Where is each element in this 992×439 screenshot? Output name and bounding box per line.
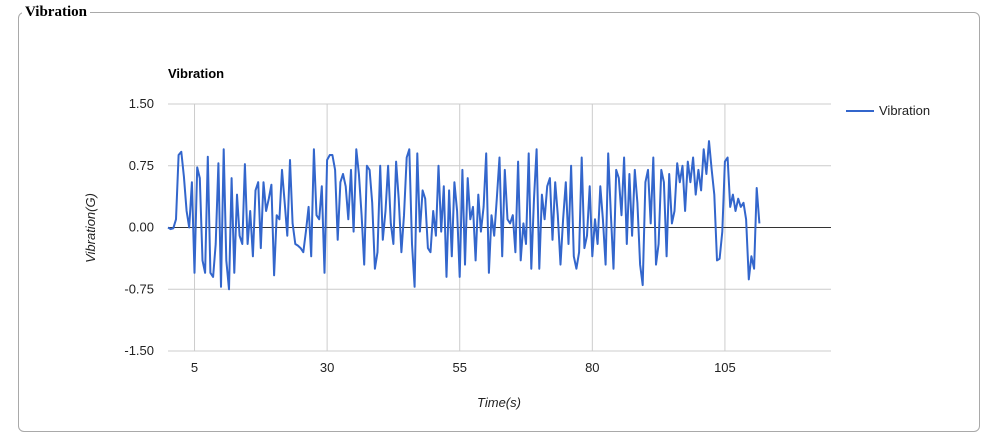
panel-title: Vibration [22, 3, 90, 21]
x-tick-label: 55 [452, 360, 466, 375]
x-tick-label: 105 [714, 360, 736, 375]
y-tick-label: 0.00 [129, 220, 154, 235]
x-axis-label: Time(s) [477, 395, 521, 410]
series-line-vibration [167, 140, 761, 291]
x-tick-label: 80 [585, 360, 599, 375]
y-axis-ticks: 1.50 0.75 0.00 -0.75 -1.50 [124, 96, 154, 358]
x-axis-ticks: 5 30 55 80 105 [191, 360, 736, 375]
y-tick-label: -0.75 [124, 281, 154, 296]
chart-title: Vibration [168, 66, 224, 81]
legend: Vibration [846, 103, 930, 118]
y-tick-label: 0.75 [129, 158, 154, 173]
y-tick-label: 1.50 [129, 96, 154, 111]
x-tick-label: 30 [320, 360, 334, 375]
y-axis-label: Vibration(G) [83, 193, 98, 263]
x-tick-label: 5 [191, 360, 198, 375]
vibration-panel [18, 12, 980, 432]
legend-label-vibration: Vibration [879, 103, 930, 118]
y-tick-label: -1.50 [124, 343, 154, 358]
